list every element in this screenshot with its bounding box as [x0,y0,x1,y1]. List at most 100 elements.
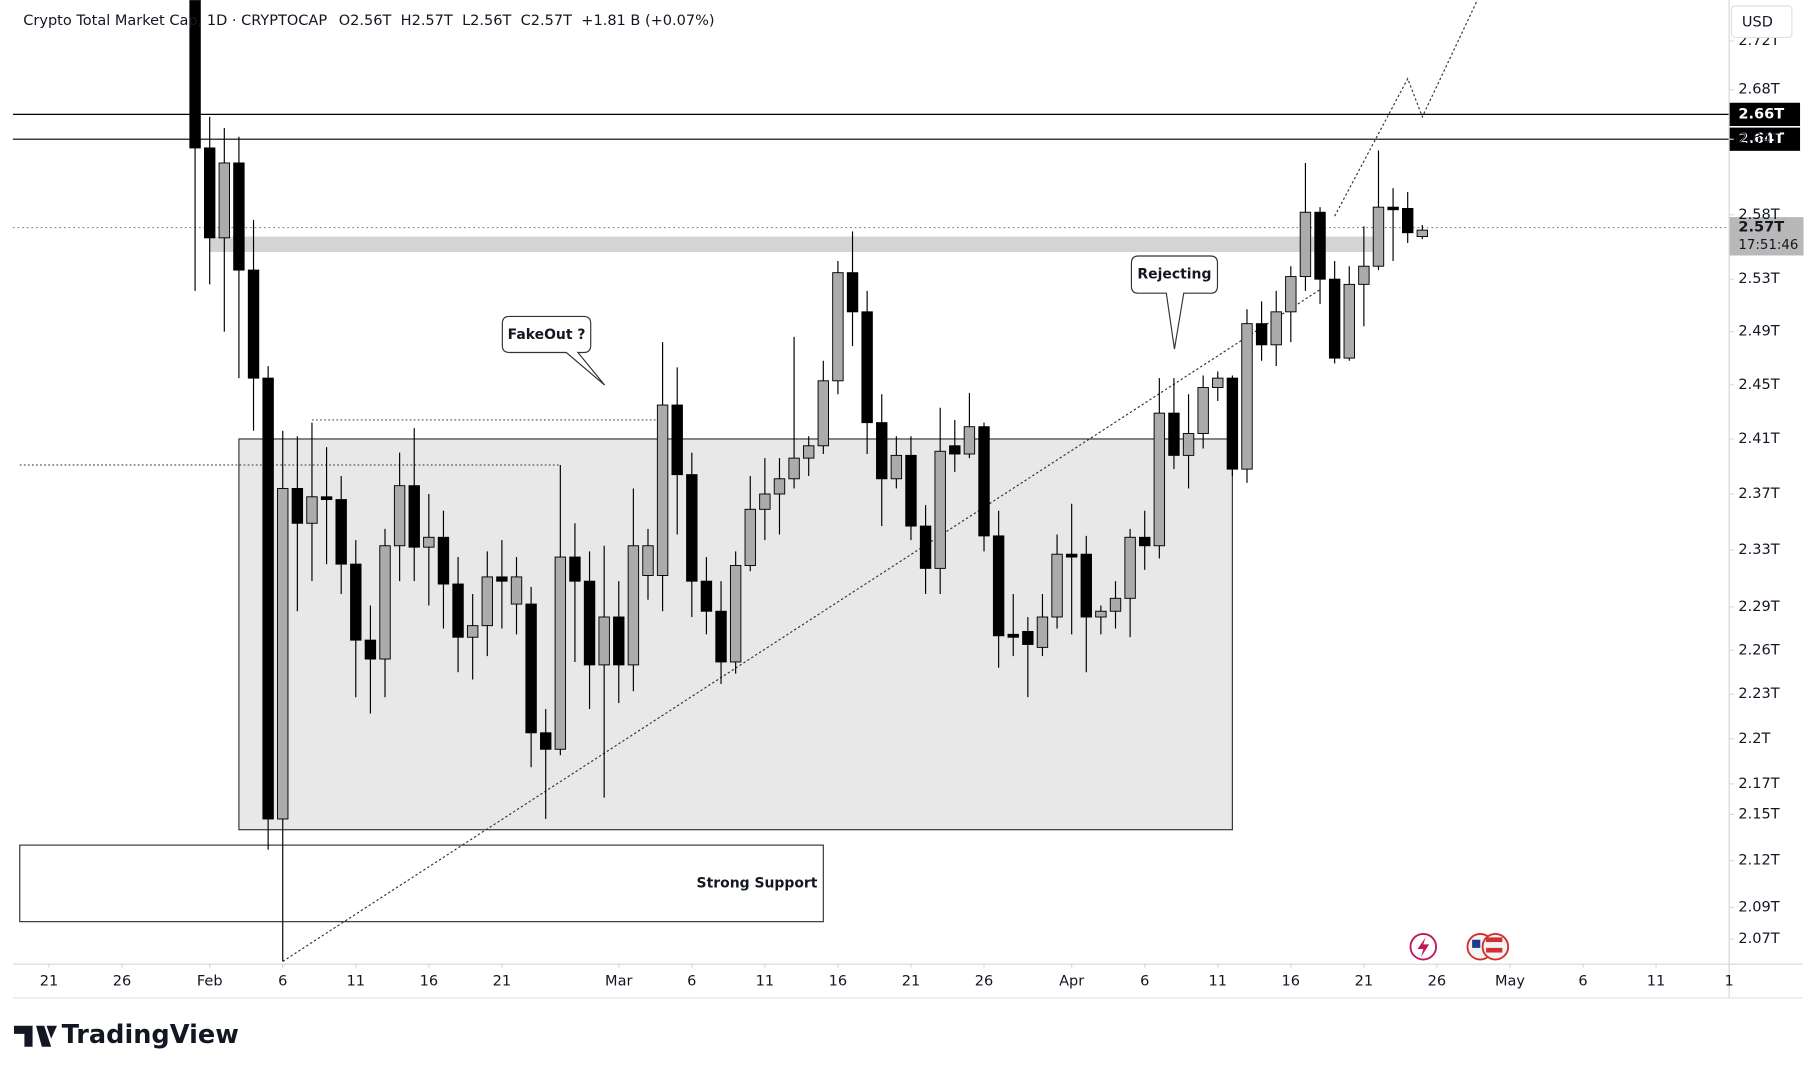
candle-body [934,450,946,569]
candle-body [715,610,727,663]
last-price-box [1729,217,1804,256]
candle-body [773,478,786,495]
x-tick-label: 21 [902,974,920,990]
overlay: 2.66T 2.64T 2.57T 17:51:46 [1729,102,1804,256]
candle-body [1343,283,1355,359]
candle-body [1109,597,1122,612]
candle-body [540,732,552,750]
candle-body [335,499,347,565]
candle-body [1182,433,1195,456]
candle-body [1226,377,1239,470]
support-box [19,844,824,923]
y-tick-label: 2.26T [1738,642,1779,658]
candle-body [218,162,231,239]
candle-body [759,493,771,510]
candle-body [744,508,756,567]
legend-open: O2.56T [339,13,392,29]
candle-body [1051,553,1063,618]
plot-area: Strong Support [12,0,1730,962]
callout-bubble [501,315,606,386]
candle-body [1416,229,1429,238]
candle-body [1022,630,1034,645]
candle-body [846,272,859,313]
candle-body [233,162,245,271]
currency-box[interactable] [1730,5,1793,38]
callout-rejecting: Rejecting [1130,255,1219,350]
x-tick-label: 26 [113,974,131,990]
candle-body [1241,323,1253,470]
candle-body [583,580,596,666]
candle-body [1095,610,1107,618]
x-tick-label: 6 [1140,974,1149,990]
candle-body [978,426,990,537]
x-tick-label: 6 [278,974,287,990]
x-tick-label: 26 [1428,974,1446,990]
candle-body [905,454,917,527]
callout-fakeout: FakeOut ? [501,315,606,386]
candle-body [1139,536,1151,547]
icon-bolt [1417,937,1430,958]
candle-body [686,474,698,582]
candle-body [466,625,479,638]
candle-body [525,603,537,734]
callout-text: Rejecting [1137,267,1211,283]
candle-body [408,485,420,548]
candle-body [510,576,523,605]
candle-body [496,576,508,582]
candle-body [963,426,976,455]
x-tick-label: 16 [1282,974,1300,990]
y-tick-label: 2.07T [1738,931,1779,947]
axes: 2.72T2.68T2.64T2.58T2.53T2.49T2.45T2.41T… [40,33,1780,990]
candle-body [1036,616,1049,648]
candle-body [992,535,1005,637]
x-tick-label: 6 [1578,974,1587,990]
candle-body [949,445,961,455]
candle-body [1153,412,1166,547]
x-tick-label: 11 [756,974,774,990]
symbol: Crypto Total Market Cap, 1D · CRYPTOCAP [23,13,327,29]
countdown-label: 17:51:46 [1738,238,1798,253]
candle-body [554,556,567,750]
y-tick-label: 2.49T [1738,324,1779,340]
currency: USD [1742,14,1773,30]
y-tick-label: 2.41T [1738,431,1779,447]
candle-body [437,536,450,585]
y-tick-label: 2.2T [1738,731,1770,747]
brand-name: TradingView [62,1020,239,1050]
brand[interactable]: TradingView [13,1020,239,1050]
y-tick-label: 2.33T [1738,542,1779,558]
icon-lightning[interactable] [1409,932,1438,961]
candle-body [1358,265,1370,285]
x-tick-label: 6 [687,974,696,990]
candle-body [1299,211,1312,278]
y-tick-label: 2.37T [1738,486,1779,502]
candle-body [189,0,201,149]
legend-change: +1.81 B (+0.07%) [581,13,714,29]
candle-body [481,576,493,627]
candle-body [890,454,903,480]
y-tick-label: 2.53T [1738,271,1779,287]
candle-body [1387,206,1399,211]
resistance-zone [209,236,1379,252]
candle-body [393,485,406,547]
last-price-label: 2.57T [1738,220,1784,236]
y-tick-label: 2.45T [1738,377,1779,393]
candle-body [452,583,464,638]
y-tick-label: 2.09T [1738,899,1779,915]
callout-text: FakeOut ? [508,327,586,343]
x-tick-label: 11 [347,974,365,990]
candle-body [861,311,873,424]
candle-body [203,147,216,239]
candle-body [613,616,625,666]
icon-flags[interactable] [1466,932,1510,961]
candle-body [656,404,669,576]
y-tick-label: 2.17T [1738,776,1779,792]
x-tick-label: Apr [1059,974,1084,990]
candle-body [1007,633,1019,638]
y-tick-label: 2.68T [1738,82,1779,98]
candle-body [569,556,581,582]
icon-canton [1472,939,1481,948]
candle-body [788,457,800,480]
candle-body [627,545,640,666]
